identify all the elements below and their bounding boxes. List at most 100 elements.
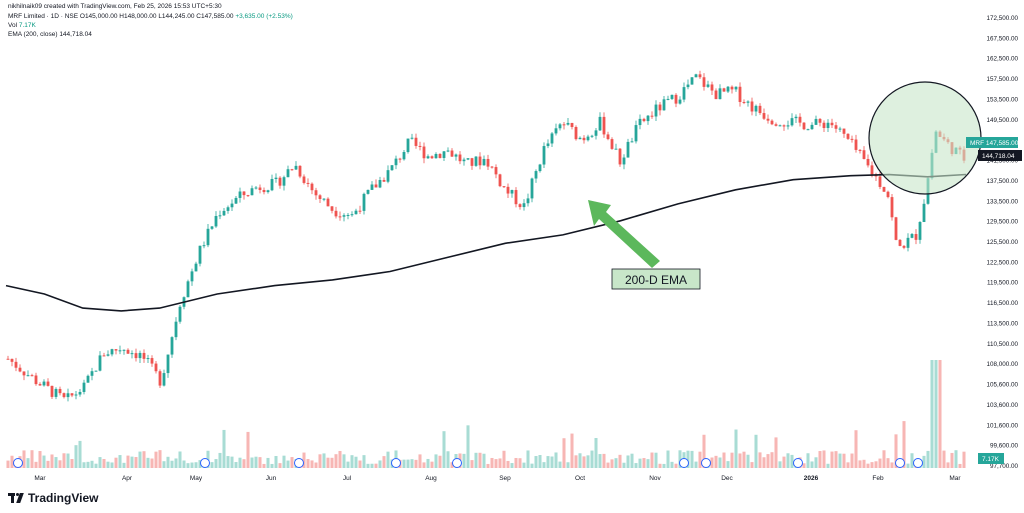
candle-body [586,136,590,141]
candle-body [710,84,714,91]
volume-bar [90,460,94,468]
volume-bar [834,451,838,468]
candle-body [18,367,22,372]
candle-body [102,355,106,357]
y-tick-label: 105,600.00 [986,382,1018,389]
volume-bar [106,461,110,468]
x-tick-label: Jun [266,475,277,482]
candle-body [462,159,466,162]
volume-bar [478,452,482,468]
candle-body [686,84,690,88]
candle-body [598,116,602,131]
candle-body [114,349,118,351]
candle-body [310,183,314,191]
volume-bar [318,454,322,468]
candle-body [790,118,794,126]
candle-body [618,148,622,165]
event-marker-icon [701,458,711,468]
candle-body [282,177,286,186]
candle-body [878,176,882,187]
y-tick-label: 116,500.00 [987,300,1019,307]
volume-bar [482,453,486,468]
candle-body [550,133,554,144]
volume-bar [326,457,330,468]
candle-body [322,198,326,200]
volume-bar [750,462,754,468]
x-tick-label: Nov [649,475,661,482]
candle-body [226,207,230,211]
volume-bar [882,450,886,468]
candle-body [682,87,686,100]
candle-body [62,393,66,398]
volume-bar [442,431,446,468]
volume-bar [906,463,910,468]
candle-body [658,104,662,111]
candle-body [318,195,322,199]
volume-bar [226,456,230,468]
candle-body [506,186,510,194]
volume-bar [302,452,306,468]
candle-body [314,190,318,196]
volume-bar [418,454,422,468]
volume-bar [622,462,626,468]
volume-bar [402,459,406,468]
tradingview-logo-text: TradingView [28,491,99,505]
candle-body [34,375,38,385]
volume-bar [962,451,966,468]
y-tick-label: 153,500.00 [986,96,1018,103]
candle-body [602,116,606,135]
candles-layer [6,70,966,402]
candle-body [590,135,594,137]
candle-body [190,271,194,282]
candle-body [374,184,378,188]
volume-bar [274,456,278,468]
volume-bar [726,461,730,468]
candle-body [466,158,470,160]
candle-body [718,88,722,100]
candle-body [86,375,90,383]
candle-body [858,149,862,151]
candle-body [270,178,274,191]
volume-bar [566,462,570,468]
candle-body [158,371,162,386]
volume-bar [174,458,178,468]
volume-bar [830,451,834,468]
candle-body [562,124,566,126]
volume-bar [758,452,762,468]
candle-body [470,158,474,166]
candle-body [670,94,674,99]
candle-body [134,353,138,359]
candle-body [110,349,114,355]
candle-body [758,105,762,114]
volume-bar [678,450,682,468]
volume-bar [282,455,286,468]
candle-body [214,216,218,227]
candle-body [70,393,74,396]
volume-bar [754,434,758,468]
volume-bar [62,453,66,468]
volume-bar [370,463,374,468]
candle-body [210,226,214,229]
x-tick-label: Feb [872,475,884,482]
volume-bar [346,461,350,468]
candle-body [194,263,198,272]
candle-body [42,381,46,386]
volume-bar [26,458,30,468]
tradingview-logo[interactable]: TradingView [8,491,98,505]
ema-tag-text: 144,718.04 [982,153,1015,160]
volume-bar [438,455,442,468]
candle-body [642,118,646,122]
price-tag: MRF 147,585.00 [966,137,1019,148]
candle-body [522,203,526,208]
volume-bar [686,450,690,468]
volume-bar [498,458,502,468]
candle-body [518,204,522,208]
candle-body [490,166,494,168]
candle-body [350,214,354,216]
volume-bar [530,463,534,468]
candle-body [206,228,210,246]
volume-bar [762,457,766,468]
volume-bar [894,434,898,468]
candle-body [74,394,78,396]
